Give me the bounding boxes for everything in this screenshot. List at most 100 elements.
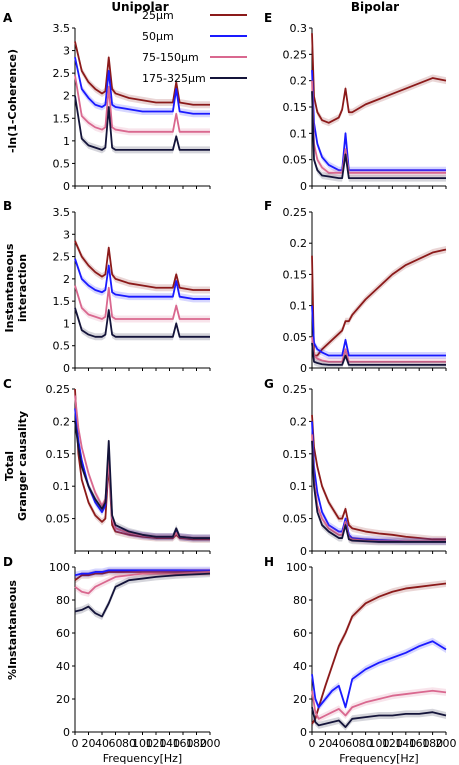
error-band-75-150-c xyxy=(75,391,210,542)
y-tick-label-d: 60 xyxy=(56,627,70,640)
y-tick-label-b: 1.5 xyxy=(53,295,71,308)
series-line-25-d xyxy=(74,571,210,581)
x-tick-label-d: 160 xyxy=(173,737,194,750)
x-tick-label-d: 100 xyxy=(132,737,153,750)
series-line-175-325-c xyxy=(74,421,210,539)
x-tick-label-d: 180 xyxy=(186,737,207,750)
series-line-75-150-b xyxy=(74,285,210,320)
y-tick-label-a: 2.5 xyxy=(53,67,71,80)
series-line-175-325-g xyxy=(311,440,446,543)
panel-letter-c: C xyxy=(3,377,12,391)
error-band-25-h xyxy=(312,580,446,728)
x-tick-label-h: 100 xyxy=(369,737,390,750)
series-line-25-e xyxy=(311,33,447,124)
legend-label-175-325: 175-325μm xyxy=(142,72,206,85)
legend: 25μm 50μm 75-150μm 175-325μm xyxy=(142,9,247,85)
y-tick-label-h: 60 xyxy=(293,627,307,640)
legend-label-50: 50μm xyxy=(142,30,174,43)
y-tick-label-b: 1 xyxy=(63,317,70,330)
row-label-coherence: -ln(1-Coherence) xyxy=(6,49,19,153)
y-tick-label-g: 0.2 xyxy=(290,415,308,428)
series-line-175-325-f xyxy=(311,342,446,366)
y-tick-label-c: 0.25 xyxy=(46,383,71,396)
series-line-50-f xyxy=(311,305,446,357)
series-line-175-325-b xyxy=(74,307,210,338)
y-tick-label-d: 40 xyxy=(56,660,70,673)
x-axis-label-d: Frequency[Hz] xyxy=(103,752,182,765)
series-line-50-a xyxy=(74,57,210,115)
y-tick-label-h: 40 xyxy=(293,660,307,673)
x-axis-label-h: Frequency[Hz] xyxy=(339,752,418,765)
y-tick-label-d: 100 xyxy=(49,561,70,574)
y-tick-label-b: 0.5 xyxy=(53,340,71,353)
x-tick-label-d: 0 xyxy=(72,737,79,750)
series-line-25-b xyxy=(74,240,210,291)
y-tick-label-e: 0.15 xyxy=(283,101,308,114)
panel-letter-g: G xyxy=(264,377,274,391)
y-tick-label-c: 0.1 xyxy=(53,480,71,493)
x-tick-label-h: 80 xyxy=(359,737,373,750)
series-line-50-b xyxy=(74,258,210,300)
y-tick-label-a: 0.5 xyxy=(53,157,71,170)
error-band-25-g xyxy=(312,411,446,543)
x-tick-label-h: 20 xyxy=(318,737,332,750)
panel-letter-b: B xyxy=(3,199,12,213)
x-tick-label-d: 40 xyxy=(95,737,109,750)
panel-a: 0 0.5 1 1.5 2 2.5 3 3.5 xyxy=(53,22,211,193)
y-tick-label-a: 1 xyxy=(63,135,70,148)
y-tick-label-e: 0.05 xyxy=(283,154,308,167)
y-tick-label-h: 80 xyxy=(293,594,307,607)
y-tick-label-h: 0 xyxy=(300,726,307,739)
panel-c: 0.05 0.1 0.15 0.2 0.25 xyxy=(46,383,211,554)
error-band-50-b xyxy=(75,255,210,303)
y-tick-label-f: 0.15 xyxy=(283,268,308,281)
y-tick-label-e: 0.2 xyxy=(290,75,308,88)
row-label-instantaneous-2: interaction xyxy=(16,254,29,322)
panel-letter-e: E xyxy=(264,11,272,25)
y-tick-label-a: 3 xyxy=(63,45,70,58)
error-band-50-a xyxy=(75,53,210,118)
panel-letter-a: A xyxy=(3,11,13,25)
y-tick-label-e: 0.3 xyxy=(290,22,308,35)
y-tick-label-a: 1.5 xyxy=(53,112,71,125)
error-band-25-f xyxy=(312,245,446,360)
series-line-50-d xyxy=(74,569,210,577)
error-band-175-325-h xyxy=(312,703,446,731)
series-line-175-325-e xyxy=(311,91,446,180)
row-label-pct-instantaneous: %Instantaneous xyxy=(6,580,19,680)
series-line-25-a xyxy=(74,41,210,106)
error-band-25-b xyxy=(75,237,210,294)
error-band-50-e xyxy=(312,66,446,174)
panel-letter-f: F xyxy=(264,199,272,213)
y-tick-label-a: 2 xyxy=(63,90,70,103)
y-tick-label-b: 0 xyxy=(63,362,70,375)
x-tick-label-d: 80 xyxy=(122,737,136,750)
y-tick-label-e: 0 xyxy=(300,180,307,193)
series-line-75-150-f xyxy=(311,336,446,363)
series-line-25-f xyxy=(311,248,447,357)
x-tick-label-d: 140 xyxy=(159,737,180,750)
y-tick-label-g: 0 xyxy=(300,545,307,558)
series-line-25-c xyxy=(74,388,210,541)
x-tick-label-d: 200 xyxy=(200,737,221,750)
series-line-50-g xyxy=(311,421,446,543)
y-tick-label-d: 20 xyxy=(56,693,70,706)
y-tick-label-a: 3.5 xyxy=(53,22,71,35)
row-label-instantaneous-1: Instantaneous xyxy=(3,243,16,332)
y-tick-label-f: 0.05 xyxy=(283,331,308,344)
series-line-25-g xyxy=(311,414,446,541)
series-line-50-h xyxy=(311,640,447,709)
y-tick-label-b: 2.5 xyxy=(53,251,71,264)
header-bipolar: Bipolar xyxy=(351,0,399,14)
series-line-75-150-h xyxy=(311,689,447,720)
error-band-175-325-c xyxy=(75,417,210,542)
y-tick-label-b: 3 xyxy=(63,228,70,241)
y-tick-label-h: 100 xyxy=(286,561,307,574)
legend-label-25: 25μm xyxy=(142,9,174,22)
x-tick-label-h: 60 xyxy=(345,737,359,750)
error-band-75-150-h xyxy=(312,687,446,723)
y-tick-label-d: 0 xyxy=(63,726,70,739)
x-tick-label-h: 180 xyxy=(422,737,443,750)
